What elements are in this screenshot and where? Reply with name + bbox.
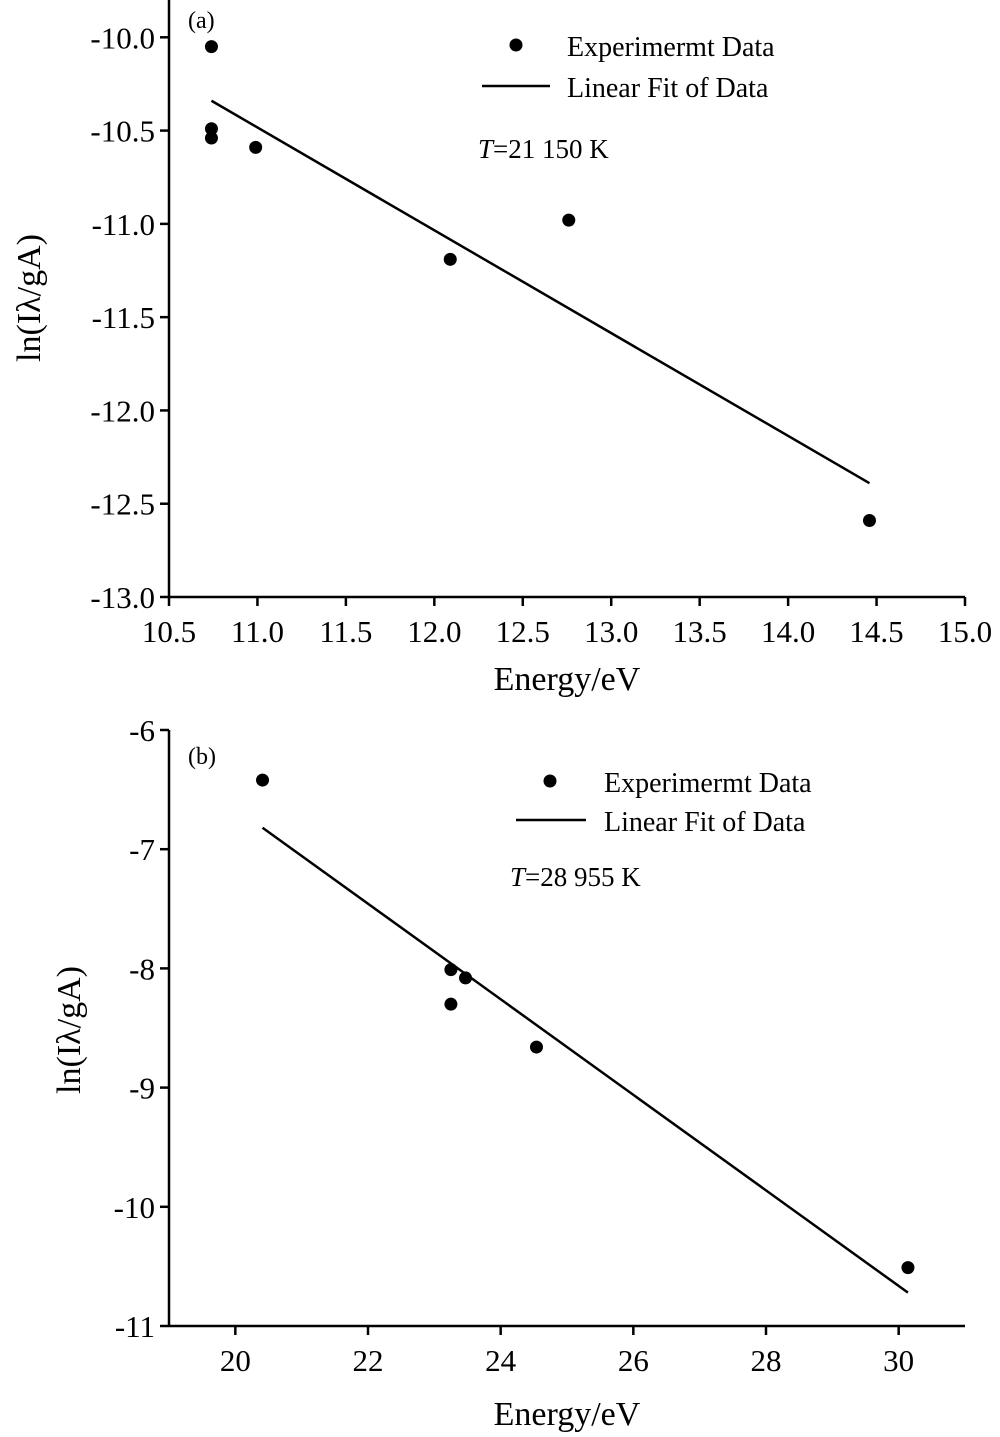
x-tick-label: 13.5 — [673, 614, 727, 649]
data-point — [459, 971, 473, 985]
panel-a: 10.5 11.0 11.5 12.0 12.5 13.0 13.5 14.0 14.5 15.0… — [11, 0, 992, 698]
y-tick-label: -13.0 — [90, 580, 155, 615]
legend-label-data: Experimermt Data — [567, 32, 775, 63]
data-point — [443, 252, 457, 266]
y-tick-label: -10.0 — [90, 20, 155, 55]
data-point — [204, 40, 218, 54]
legend: Experimermt Data Linear Fit of Data — [516, 768, 812, 838]
y-tick-label: -12.5 — [90, 487, 155, 522]
x-tick-label: 11.5 — [319, 614, 372, 649]
x-tick-label: 10.5 — [142, 614, 196, 649]
x-tick-label: 30 — [883, 1343, 914, 1378]
y-tick-label: -6 — [129, 713, 155, 748]
y-tick-label: -12.0 — [90, 393, 155, 428]
x-tick-label: 14.5 — [849, 614, 903, 649]
data-point — [862, 514, 876, 528]
data-point — [529, 1040, 543, 1054]
x-tick-label: 26 — [618, 1343, 649, 1378]
x-axis-title: Energy/eV — [494, 661, 641, 698]
data-point — [562, 213, 576, 227]
x-tick-label: 11.0 — [231, 614, 284, 649]
legend-marker — [543, 774, 557, 788]
y-axis-title: ln(Iλ/gA) — [11, 234, 48, 362]
legend-label-data: Experimermt Data — [604, 768, 812, 799]
temperature-annotation: T=28 955 K — [510, 862, 641, 892]
x-axis-title: Energy/eV — [494, 1396, 641, 1433]
x-tick-label: 20 — [220, 1343, 251, 1378]
data-point — [444, 963, 458, 977]
y-tick-label: -11 — [115, 1309, 155, 1344]
y-tick-label: -10.5 — [90, 114, 155, 149]
data-point — [204, 122, 218, 136]
temperature-annotation: T=21 150 K — [478, 134, 609, 164]
legend-label-fit: Linear Fit of Data — [604, 807, 806, 838]
legend-marker — [509, 38, 523, 52]
legend-label-fit: Linear Fit of Data — [567, 73, 769, 104]
x-tick-label: 13.0 — [584, 614, 638, 649]
data-point — [444, 997, 458, 1011]
x-tick-label: 15.0 — [938, 614, 992, 649]
y-tick-label: -11.0 — [92, 207, 155, 242]
y-tick-label: -11.5 — [92, 300, 155, 335]
x-tick-label: 28 — [751, 1343, 782, 1378]
x-tick-label: 12.5 — [496, 614, 550, 649]
y-tick-label: -8 — [129, 951, 155, 986]
x-tick-label: 12.0 — [407, 614, 461, 649]
axis-ticks: 20 22 24 26 28 30 -6 -7 -8 -9 -10 -11 — [114, 713, 914, 1378]
plot-marks — [256, 773, 915, 1294]
data-point — [901, 1261, 915, 1275]
x-tick-label: 14.0 — [761, 614, 815, 649]
plot-marks — [204, 40, 876, 528]
x-tick-label: 22 — [353, 1343, 384, 1378]
x-tick-label: 24 — [485, 1343, 517, 1378]
linear-fit-line — [261, 826, 909, 1294]
axis-ticks: 10.5 11.0 11.5 12.0 12.5 13.0 13.5 14.0 14.5 15.0… — [90, 20, 992, 649]
y-tick-label: -7 — [129, 832, 155, 867]
panel-label: (a) — [188, 8, 215, 34]
y-tick-label: -9 — [129, 1071, 155, 1106]
panel-label: (b) — [188, 744, 216, 770]
data-point — [204, 131, 218, 145]
legend: Experimermt Data Linear Fit of Data — [482, 32, 775, 104]
data-point — [256, 773, 270, 787]
linear-fit-line — [210, 99, 871, 485]
panel-b: 20 22 24 26 28 30 -6 -7 -8 -9 -10 -11 (b) Experimer… — [51, 713, 965, 1433]
y-tick-label: -10 — [114, 1190, 155, 1225]
y-axis-title: ln(Iλ/gA) — [51, 966, 88, 1094]
data-point — [249, 140, 263, 154]
